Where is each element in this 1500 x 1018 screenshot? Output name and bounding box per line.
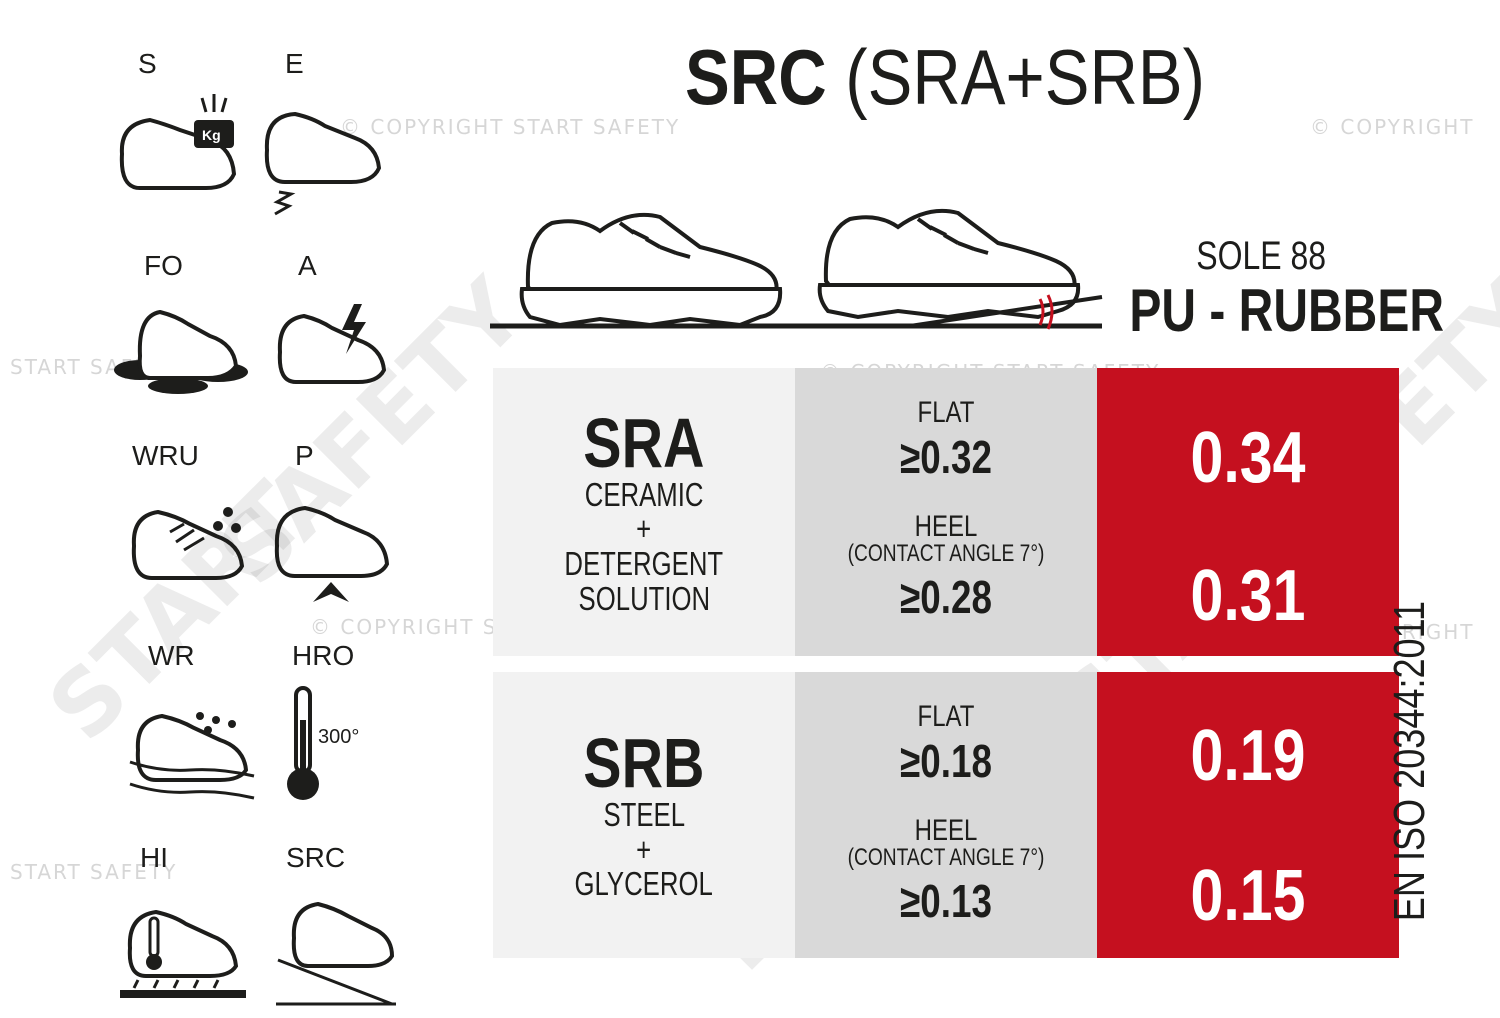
heel-result: 0.15 xyxy=(1190,856,1306,936)
icon-label: WR xyxy=(148,640,195,671)
icon-label: SRC xyxy=(286,842,346,873)
icon-cell-src: SRC xyxy=(272,842,412,1012)
row-srb-test-condition: SRB STEEL + GLYCEROL xyxy=(493,672,795,958)
flat-label: FLAT xyxy=(917,700,975,733)
hro-heat-resistant-outsole-icon xyxy=(287,686,319,800)
watermark-copyright: © COPYRIGHT xyxy=(1310,115,1475,139)
row-sra-test-condition: SRA CERAMIC + DETERGENT SOLUTION xyxy=(493,368,795,656)
icon-cell-hi: HI xyxy=(120,842,260,1012)
flat-result: 0.19 xyxy=(1190,716,1306,796)
test-surface: STEEL xyxy=(603,796,685,834)
title-bold: SRC xyxy=(685,33,827,121)
test-plus: + xyxy=(636,510,652,548)
title-rest: (SRA+SRB) xyxy=(845,33,1205,121)
test-code: SRB xyxy=(583,724,705,803)
heel-label: HEEL xyxy=(914,510,978,543)
icon-label: HRO xyxy=(292,640,355,671)
wr-water-resistant-icon xyxy=(129,712,255,800)
heel-result: 0.31 xyxy=(1190,556,1306,636)
heel-note: (CONTACT ANGLE 7°) xyxy=(847,540,1045,567)
standard-reference: EN ISO 20344:2011 xyxy=(1385,600,1434,922)
row-srb-results: 0.19 0.15 xyxy=(1097,672,1399,958)
sole-label: SOLE 88 xyxy=(1196,234,1327,278)
heel-requirement: ≥0.13 xyxy=(900,875,992,927)
icon-cell-wr: WR xyxy=(120,640,260,810)
fo-fuel-oil-resistant-icon xyxy=(114,309,248,394)
icon-cell-wru: WRU xyxy=(120,440,260,610)
e-energy-absorbing-heel-icon xyxy=(264,111,382,216)
icon-label: P xyxy=(295,440,314,471)
heel-label: HEEL xyxy=(914,814,978,847)
test-surface: CERAMIC xyxy=(584,475,704,513)
flat-requirement: ≥0.18 xyxy=(900,735,992,787)
icon-cell-fo: FO xyxy=(110,250,250,420)
icon-cell-e: E xyxy=(255,48,395,218)
icon-label: FO xyxy=(144,250,183,281)
sole-type: PU - RUBBER xyxy=(1129,277,1445,344)
icon-label: WRU xyxy=(132,440,199,471)
wru-water-resistant-upper-icon xyxy=(131,507,245,580)
p-penetration-resistant-icon xyxy=(274,505,390,602)
icon-label: A xyxy=(298,250,317,281)
icon-cell-s: S Kg xyxy=(110,48,250,218)
hi-heat-insulation-icon xyxy=(120,909,246,998)
flat-requirement: ≥0.32 xyxy=(900,431,992,483)
test-plus: + xyxy=(636,830,652,868)
hro-temperature: 300° xyxy=(318,726,360,748)
src-slip-resistance-icon xyxy=(276,901,396,1006)
flat-label: FLAT xyxy=(917,396,975,429)
heel-note: (CONTACT ANGLE 7°) xyxy=(847,844,1045,871)
row-srb-requirements: FLAT ≥0.18 HEEL (CONTACT ANGLE 7°) ≥0.13 xyxy=(795,672,1097,958)
icon-label: S xyxy=(138,48,157,79)
icon-label: E xyxy=(285,48,304,79)
test-medium: DETERGENT xyxy=(564,545,724,582)
s-toecap-icon: Kg xyxy=(119,94,237,190)
flat-result: 0.34 xyxy=(1190,418,1306,498)
row-sra-requirements: FLAT ≥0.32 HEEL (CONTACT ANGLE 7°) ≥0.28 xyxy=(795,368,1097,656)
svg-text:Kg: Kg xyxy=(202,127,221,143)
icon-cell-p: P xyxy=(265,440,405,610)
icon-label: HI xyxy=(140,842,168,873)
test-medium: SOLUTION xyxy=(578,579,710,617)
icon-cell-a: A xyxy=(270,250,410,420)
a-antistatic-icon xyxy=(277,304,387,384)
test-code: SRA xyxy=(583,403,705,482)
flat-shoe-icon xyxy=(519,212,783,328)
heel-requirement: ≥0.28 xyxy=(900,571,992,623)
test-medium: GLYCEROL xyxy=(574,865,714,903)
shoe-slip-illustration xyxy=(490,208,1103,330)
icon-cell-hro: HRO 300° xyxy=(280,640,420,810)
row-sra-results: 0.34 0.31 xyxy=(1097,368,1399,656)
page-title: SRC (SRA+SRB) xyxy=(683,38,1208,116)
